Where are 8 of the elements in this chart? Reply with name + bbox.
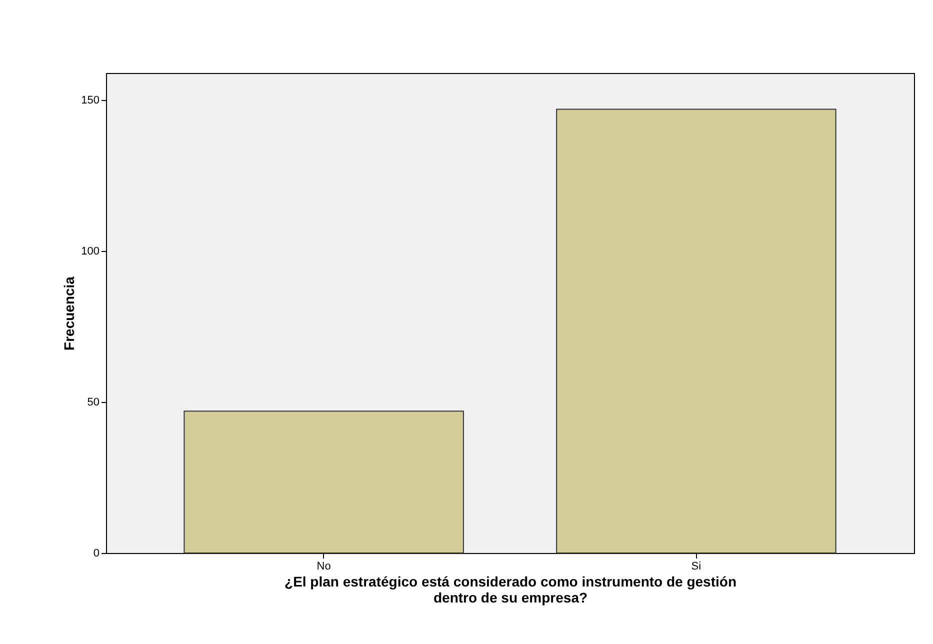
y-tick-label: 100 bbox=[81, 246, 100, 258]
x-tick-label: No bbox=[316, 560, 331, 572]
x-tick-label: Si bbox=[691, 560, 702, 572]
y-tick-label: 50 bbox=[87, 396, 100, 409]
y-axis-title: Frecuencia bbox=[61, 276, 78, 350]
y-tick-label: 150 bbox=[81, 94, 100, 107]
x-axis-title: ¿El plan estratégico está considerado como instrumento de gestión dentro de su empresa? bbox=[284, 574, 736, 606]
y-tick-label: 0 bbox=[93, 548, 100, 560]
